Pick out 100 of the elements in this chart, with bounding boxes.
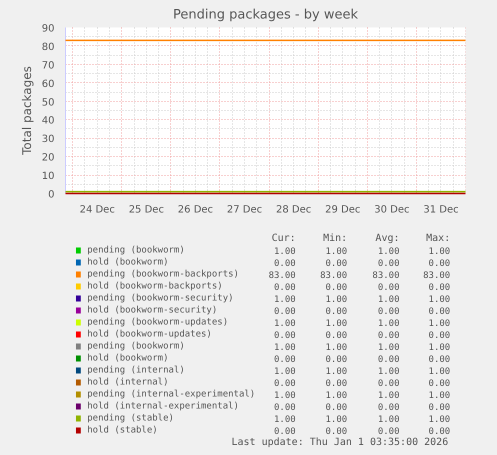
legend-label: pending (internal-experimental) <box>87 390 256 400</box>
chart-title: Pending packages - by week <box>173 8 358 22</box>
text: 0.00 <box>428 259 450 269</box>
y-tick-label: 20 <box>42 152 55 164</box>
legend-label: hold (stable) <box>87 426 158 436</box>
text: 0.00 <box>274 259 296 269</box>
text: 0.00 <box>428 379 450 389</box>
text: 1.00 <box>326 295 348 305</box>
x-tick-label: 26 Dec <box>178 204 214 216</box>
text: 0.00 <box>378 379 400 389</box>
text: 0.00 <box>326 355 348 365</box>
y-axis-title: Total packages <box>20 66 34 156</box>
text: 83.00 <box>268 271 296 281</box>
x-tick-label: 29 Dec <box>325 204 360 216</box>
text: 83.00 <box>320 271 348 281</box>
text: 1.00 <box>326 415 348 425</box>
text: 83.00 <box>372 271 400 281</box>
y-tick-label: 0 <box>48 190 55 200</box>
text: 1.00 <box>378 415 400 425</box>
y-tick-label: 70 <box>42 60 55 72</box>
text: 0.00 <box>326 427 348 437</box>
text: 0.00 <box>274 355 296 365</box>
text: Avg: <box>375 233 400 244</box>
x-tick-label: 28 Dec <box>276 204 312 216</box>
text: 1.00 <box>378 295 400 305</box>
text: 0.00 <box>326 307 348 317</box>
text: 0.00 <box>274 403 296 413</box>
y-tick-label: 90 <box>42 24 55 34</box>
text: 1.00 <box>428 415 450 425</box>
x-tick-label: 24 Dec <box>80 204 115 216</box>
x-tick-label: 30 Dec <box>374 204 410 216</box>
text: Last update: Thu Jan 1 03:35:00 2026 <box>231 437 448 448</box>
y-tick-label: 30 <box>42 134 55 146</box>
text: 0.00 <box>428 403 450 413</box>
text: 0.00 <box>428 355 450 365</box>
text: 0.00 <box>274 307 296 317</box>
text: 0.00 <box>326 259 348 269</box>
text: 0.00 <box>378 331 400 341</box>
legend-label: hold (bookworm) <box>87 258 169 268</box>
text: 1.00 <box>428 367 450 377</box>
x-tick-label: 31 Dec <box>423 204 459 216</box>
legend-label: pending (bookworm) <box>87 246 185 256</box>
text: 1.00 <box>428 343 450 353</box>
text: Min: <box>323 233 348 244</box>
text: 1.00 <box>428 247 450 257</box>
legend-label: pending (bookworm) <box>87 342 185 352</box>
text: 1.00 <box>326 391 348 401</box>
legend-label: hold (bookworm-security) <box>87 306 218 316</box>
x-tick-label: 25 Dec <box>128 204 164 216</box>
text: 1.00 <box>326 319 348 329</box>
y-tick-label: 60 <box>42 78 55 90</box>
y-tick-label: 80 <box>42 42 55 53</box>
legend-label: hold (bookworm-updates) <box>87 330 212 340</box>
text: Max: <box>426 233 450 244</box>
text: 0.00 <box>428 331 450 341</box>
text: 0.00 <box>274 379 296 389</box>
legend-label: pending (internal) <box>87 366 185 376</box>
legend-label: pending (bookworm-backports) <box>87 270 239 280</box>
text: 0.00 <box>378 259 400 269</box>
text: 0.00 <box>274 283 296 293</box>
y-tick-label: 50 <box>42 97 55 108</box>
text: 0.00 <box>326 403 348 413</box>
legend-label: pending (stable) <box>87 414 174 424</box>
text: 1.00 <box>428 295 450 305</box>
legend-label: pending (bookworm-security) <box>87 294 234 304</box>
text: 0.00 <box>274 427 296 437</box>
text: 1.00 <box>378 247 400 257</box>
text: 0.00 <box>378 307 400 317</box>
legend-label: hold (internal-experimental) <box>87 402 239 412</box>
y-tick-label: 10 <box>42 171 55 182</box>
text: 1.00 <box>274 367 296 377</box>
text: 1.00 <box>378 391 400 401</box>
text: 0.00 <box>274 331 296 341</box>
text: 1.00 <box>326 247 348 257</box>
legend-label: hold (bookworm-backports) <box>87 282 223 292</box>
text: 0.00 <box>378 355 400 365</box>
text: 1.00 <box>378 367 400 377</box>
x-tick-label: 27 Dec <box>226 204 262 216</box>
text: 0.00 <box>378 283 400 293</box>
text: 1.00 <box>326 367 348 377</box>
text: 1.00 <box>274 319 296 329</box>
text: 0.00 <box>428 427 450 437</box>
text: 0.00 <box>428 283 450 293</box>
text: 1.00 <box>274 415 296 425</box>
text: 1.00 <box>274 295 296 305</box>
text: 1.00 <box>274 247 296 257</box>
text: 1.00 <box>428 319 450 329</box>
text: 1.00 <box>274 343 296 353</box>
legend-label: hold (bookworm) <box>87 354 169 364</box>
text: 1.00 <box>274 391 296 401</box>
text: 0.00 <box>378 427 400 437</box>
y-tick-label: 40 <box>42 116 55 127</box>
text: 1.00 <box>428 391 450 401</box>
text: 1.00 <box>378 319 400 329</box>
text: 0.00 <box>326 283 348 293</box>
text: 0.00 <box>378 403 400 413</box>
legend-label: pending (bookworm-updates) <box>87 318 228 328</box>
text: 1.00 <box>378 343 400 353</box>
text: Cur: <box>272 233 296 244</box>
text: 1.00 <box>326 343 348 353</box>
